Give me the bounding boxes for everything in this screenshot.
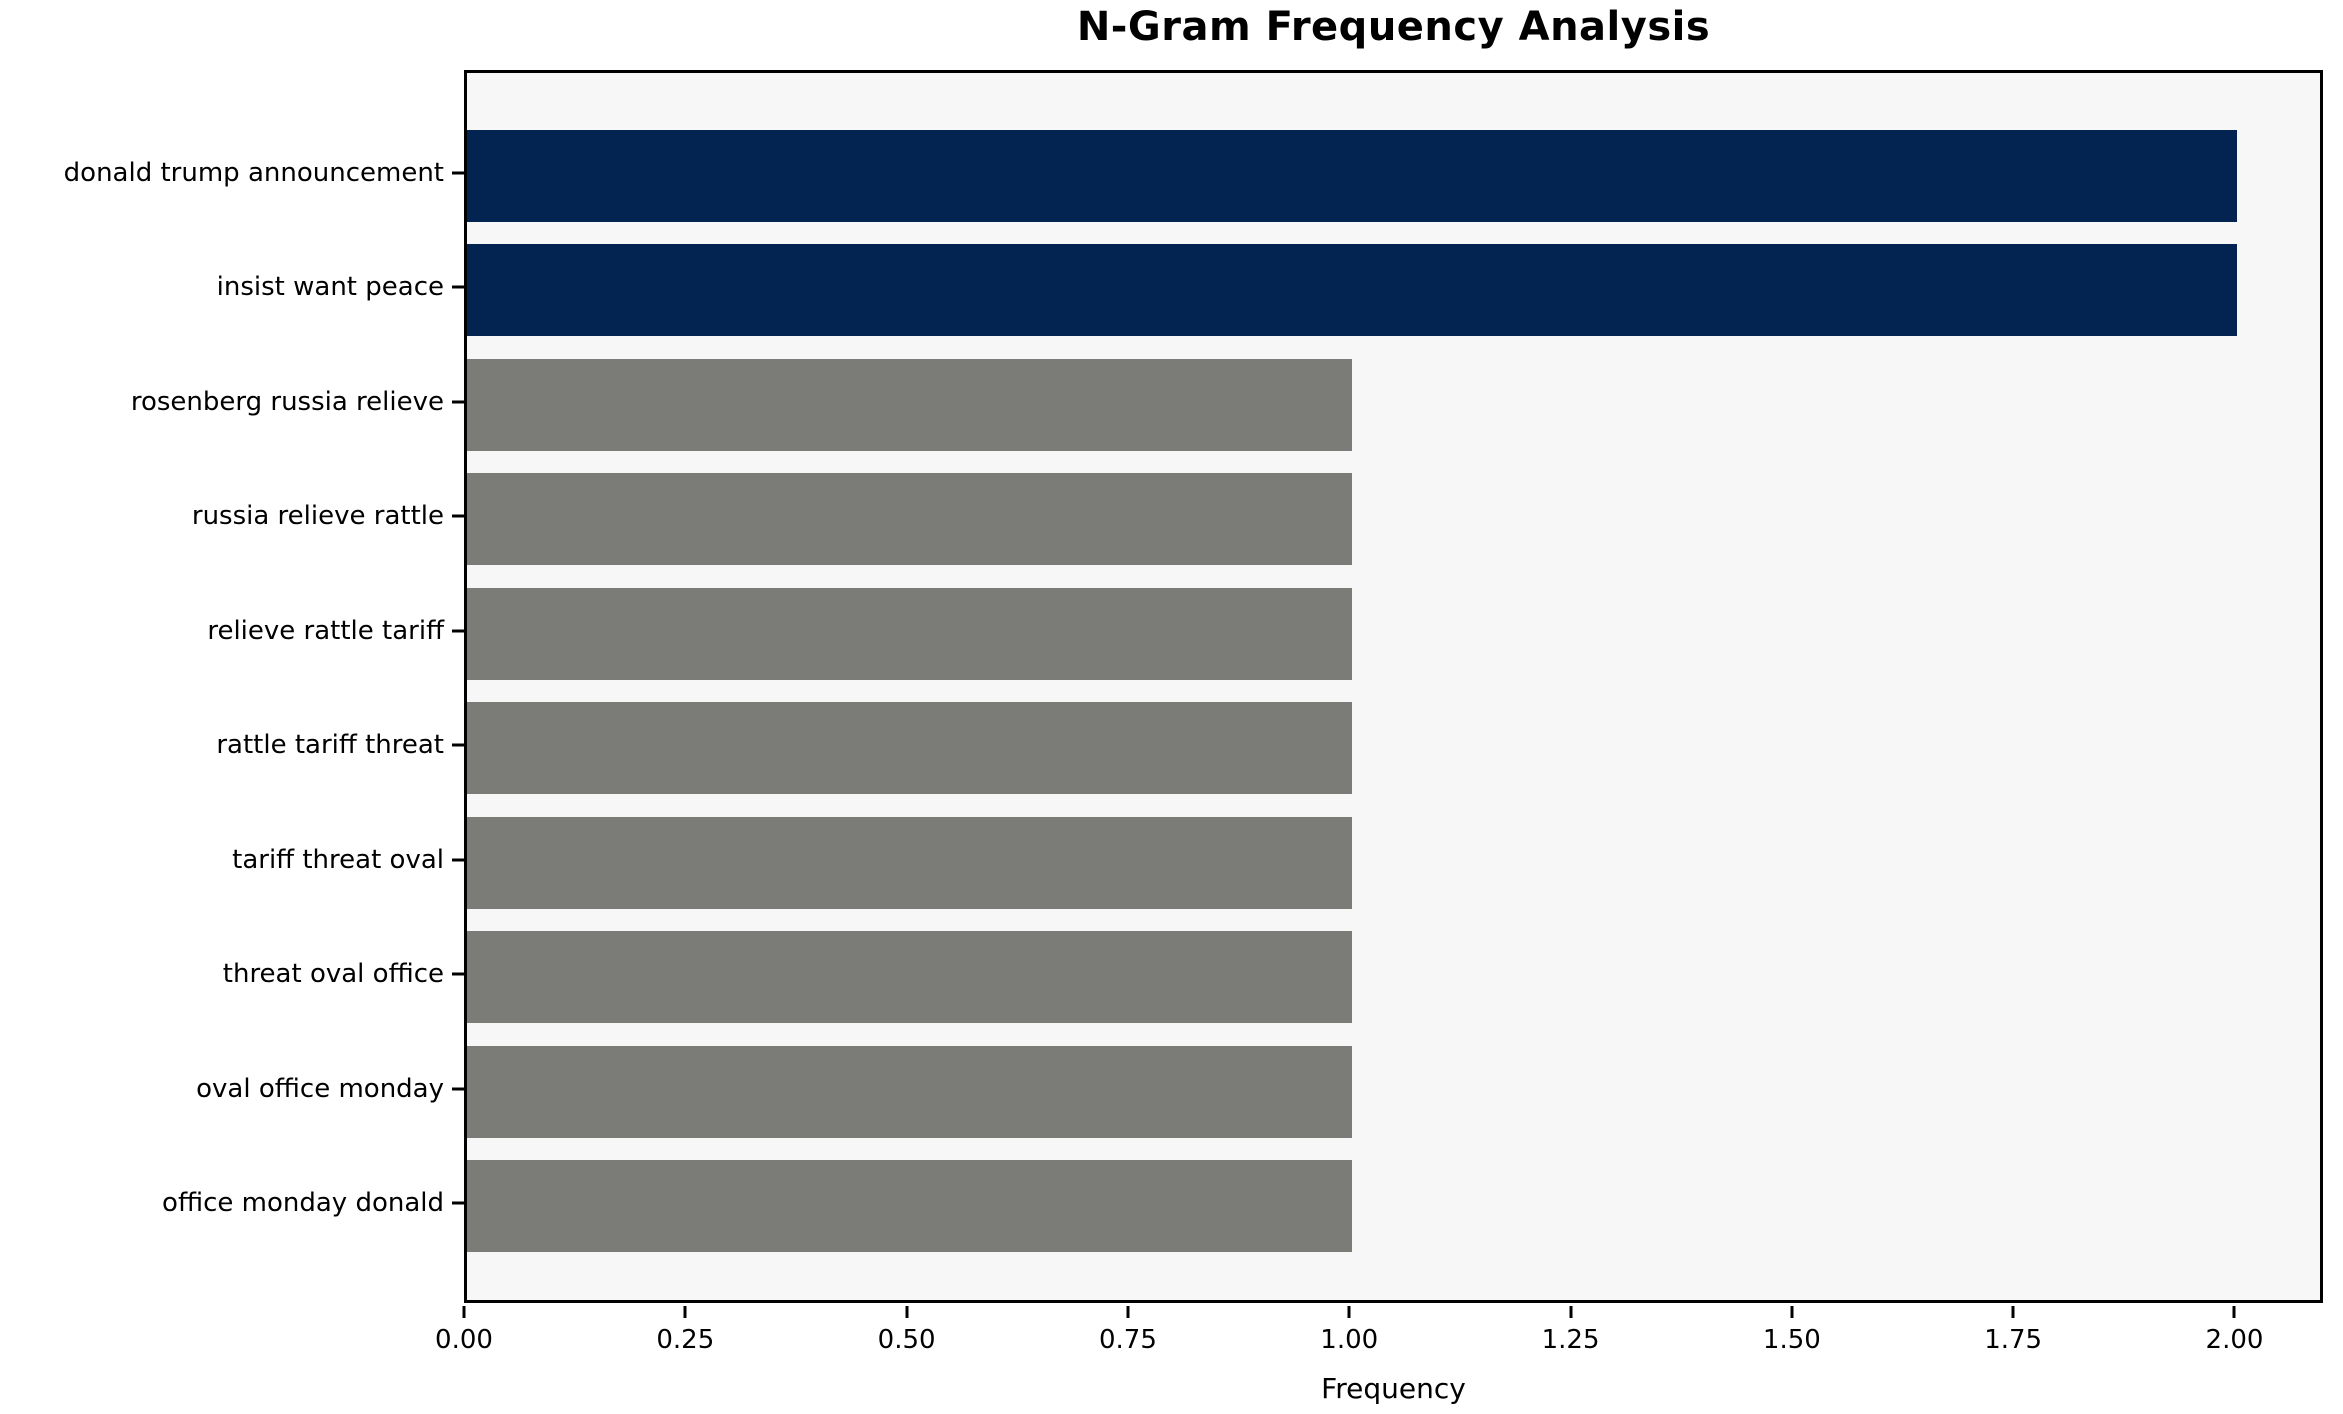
x-axis-tick <box>1569 1306 1573 1318</box>
x-axis-tick <box>683 1306 687 1318</box>
x-axis-title: Frequency <box>1321 1372 1466 1405</box>
y-axis-tick <box>452 514 464 518</box>
y-axis-tick <box>452 629 464 633</box>
x-tick-label: 0.50 <box>877 1325 936 1355</box>
x-tick-label: 0.00 <box>435 1325 493 1355</box>
x-tick-label: 2.00 <box>2205 1325 2264 1355</box>
y-tick-label: threat oval office <box>222 959 444 990</box>
x-tick-label: 0.75 <box>1098 1325 1157 1355</box>
y-axis-tick <box>452 1087 464 1091</box>
y-tick-label: insist want peace <box>216 272 444 303</box>
bar <box>467 1045 1353 1138</box>
chart-title: N-Gram Frequency Analysis <box>1076 4 1711 50</box>
bar <box>467 702 1353 795</box>
y-tick-label: tariff threat oval <box>232 844 444 875</box>
x-axis-tick <box>905 1306 909 1318</box>
bar <box>467 587 1353 680</box>
x-tick-label: 1.25 <box>1541 1325 1600 1355</box>
y-axis-tick <box>452 858 464 862</box>
x-axis-tick <box>2011 1306 2015 1318</box>
x-axis-tick <box>462 1306 466 1318</box>
x-axis-tick <box>1790 1306 1794 1318</box>
y-axis-tick <box>452 285 464 289</box>
y-axis-tick <box>452 171 464 175</box>
y-tick-label: rosenberg russia relieve <box>130 386 444 417</box>
y-tick-label: donald trump announcement <box>63 158 444 188</box>
y-tick-label: oval office monday <box>196 1073 444 1104</box>
bar <box>467 130 2238 222</box>
bar <box>467 244 2238 337</box>
y-tick-label: office monday donald <box>162 1188 444 1218</box>
y-tick-label: rattle tariff threat <box>216 730 444 761</box>
y-axis-tick <box>452 400 464 404</box>
x-tick-label: 1.50 <box>1762 1325 1821 1355</box>
bar <box>467 931 1353 1024</box>
bar <box>467 358 1353 451</box>
x-tick-label: 1.00 <box>1320 1325 1379 1355</box>
plot-area <box>464 70 2323 1303</box>
y-axis-tick <box>452 743 464 747</box>
bar <box>467 816 1353 909</box>
x-axis-tick <box>2232 1306 2236 1318</box>
y-axis-tick <box>452 1201 464 1205</box>
x-tick-label: 0.25 <box>656 1325 715 1355</box>
bar <box>467 473 1353 566</box>
x-tick-label: 1.75 <box>1984 1325 2043 1355</box>
x-axis-tick <box>1347 1306 1351 1318</box>
bar <box>467 1160 1353 1252</box>
x-axis-tick <box>1126 1306 1130 1318</box>
y-tick-label: russia relieve rattle <box>191 501 444 532</box>
y-tick-label: relieve rattle tariff <box>207 615 444 646</box>
y-axis-tick <box>452 972 464 976</box>
